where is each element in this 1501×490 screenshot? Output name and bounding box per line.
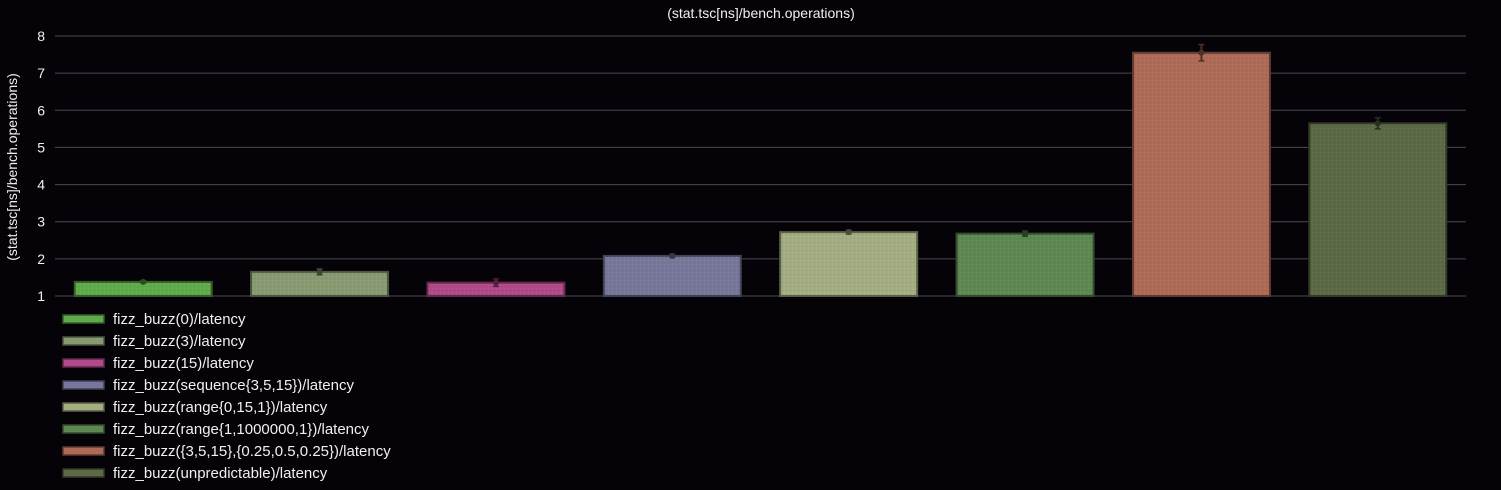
- y-tick-label: 2: [37, 251, 45, 267]
- y-tick-label: 7: [37, 65, 45, 81]
- bar-texture: [1132, 52, 1270, 296]
- legend-label: fizz_buzz(range{1,1000000,1})/latency: [113, 421, 370, 438]
- bar-texture: [780, 232, 918, 296]
- bar-texture: [603, 255, 741, 296]
- legend-swatch: [62, 314, 105, 324]
- legend-label: fizz_buzz(unpredictable)/latency: [113, 465, 328, 482]
- legend-swatch: [62, 336, 105, 346]
- legend-swatch: [62, 446, 105, 456]
- bar-texture: [1309, 123, 1447, 297]
- legend-swatch: [62, 380, 105, 390]
- legend-label: fizz_buzz(3)/latency: [113, 333, 246, 350]
- legend-label: fizz_buzz({3,5,15},{0.25,0.5,0.25})/late…: [113, 443, 391, 460]
- mean-marker: [669, 252, 676, 259]
- mean-marker: [1022, 230, 1029, 237]
- mean-marker: [140, 278, 147, 285]
- legend-label: fizz_buzz(range{0,15,1})/latency: [113, 399, 328, 416]
- y-tick-label: 1: [37, 288, 45, 304]
- y-axis-label: (stat.tsc[ns]/bench.operations): [4, 73, 20, 261]
- mean-marker: [1374, 120, 1381, 127]
- y-tick-label: 3: [37, 214, 45, 230]
- mean-marker: [492, 279, 499, 286]
- y-tick-label: 8: [37, 28, 45, 44]
- bar-texture: [427, 282, 565, 296]
- legend: fizz_buzz(0)/latency fizz_buzz(3)/latency…: [62, 311, 391, 482]
- y-tick-label: 5: [37, 139, 45, 155]
- mean-marker: [316, 268, 323, 275]
- grid-lines: [55, 35, 1466, 297]
- bar-texture: [74, 281, 212, 296]
- y-axis-ticks: 1 2 3 4 5 6 7 8: [37, 28, 45, 304]
- mean-marker: [845, 229, 852, 236]
- y-tick-label: 6: [37, 102, 45, 118]
- legend-label: fizz_buzz(15)/latency: [113, 355, 254, 372]
- legend-swatch: [62, 402, 105, 412]
- chart-title: (stat.tsc[ns]/bench.operations): [667, 5, 855, 21]
- legend-label: fizz_buzz(0)/latency: [113, 311, 246, 328]
- bar-texture: [251, 271, 389, 296]
- legend-swatch: [62, 424, 105, 434]
- legend-swatch: [62, 358, 105, 368]
- y-tick-label: 4: [37, 177, 45, 193]
- legend-swatch: [62, 468, 105, 478]
- bar-texture: [956, 233, 1094, 296]
- legend-label: fizz_buzz(sequence{3,5,15})/latency: [113, 377, 354, 394]
- mean-marker: [1198, 49, 1205, 56]
- bars: [73, 43, 1448, 298]
